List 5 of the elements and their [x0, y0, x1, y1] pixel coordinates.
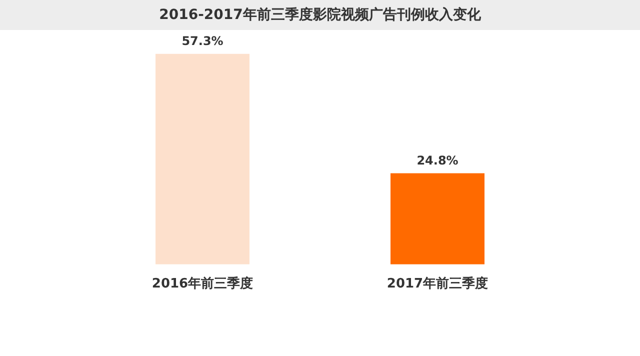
- data-label: 24.8%: [416, 153, 458, 168]
- data-label: 57.3%: [182, 34, 224, 48]
- x-tick-label: 2017年前三季度: [386, 276, 488, 292]
- chart-title: 2016-2017年前三季度影院视频广告刊例收入变化: [0, 0, 640, 30]
- x-tick-label: 2016年前三季度: [152, 276, 254, 292]
